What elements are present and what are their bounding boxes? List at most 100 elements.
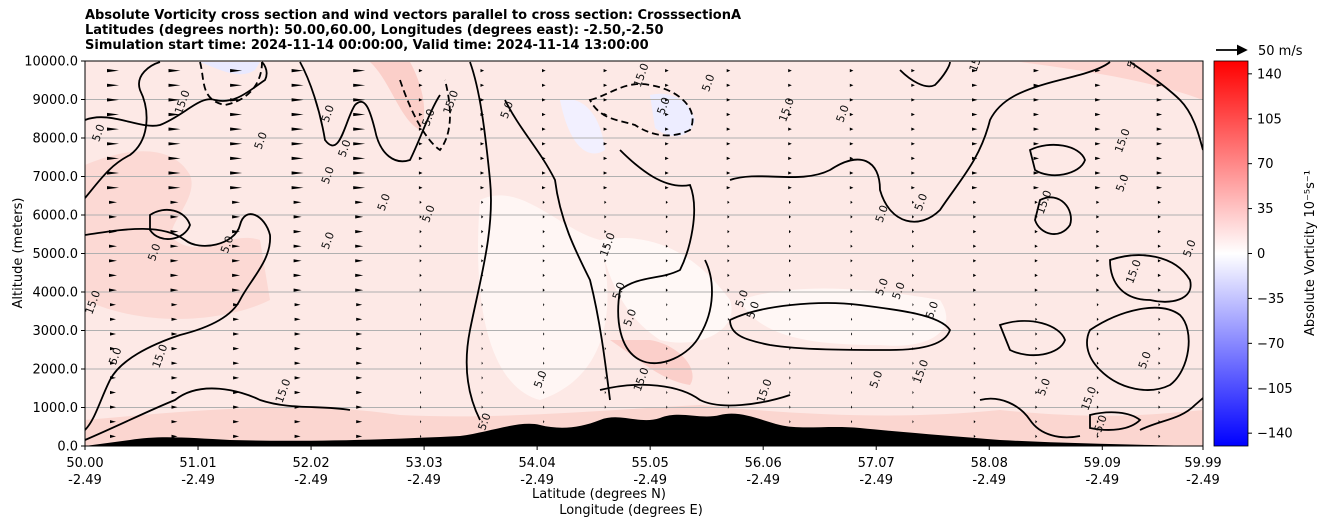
- wind-vector-icon: [419, 244, 422, 248]
- wind-vector-icon: [480, 83, 485, 87]
- wind-vector-icon: [110, 420, 116, 424]
- wind-vector-icon: [233, 376, 240, 380]
- wind-vector-icon: [604, 303, 606, 307]
- wind-vector-icon: [727, 347, 730, 351]
- y-tick-label: 0.0: [57, 440, 78, 455]
- wind-vector-icon: [353, 98, 366, 102]
- wind-vector-icon: [353, 112, 366, 117]
- wind-vector-icon: [726, 98, 731, 102]
- wind-vector-icon: [291, 186, 304, 190]
- wind-vector-icon: [543, 361, 545, 365]
- wind-vector-icon: [666, 332, 668, 336]
- contour-label: 5.0: [420, 203, 438, 224]
- wind-vector-icon: [1035, 347, 1038, 351]
- wind-vector-icon: [107, 69, 119, 73]
- wind-vector-icon: [973, 405, 976, 409]
- wind-vector-icon: [107, 142, 119, 146]
- vorticity-contours: [85, 61, 1203, 441]
- wind-vector-icon: [420, 405, 422, 409]
- contour-line: [1089, 411, 1142, 431]
- wind-vector-icon: [110, 361, 116, 365]
- wind-vector-icon: [356, 347, 363, 351]
- x-tick-label-longitude: -2.49: [1186, 473, 1220, 488]
- wind-vector-icon: [1033, 69, 1039, 73]
- wind-vector-icon: [481, 332, 483, 336]
- wind-vector-icon: [789, 376, 791, 380]
- contour-line: [1086, 306, 1190, 391]
- wind-vector-icon: [911, 69, 915, 73]
- wind-vector-icon: [420, 376, 422, 380]
- wind-vector-icon: [851, 347, 853, 351]
- wind-vector-icon: [107, 83, 119, 87]
- wind-vector-icon: [355, 259, 364, 263]
- wind-vector-icon: [789, 317, 791, 321]
- wind-vector-icon: [665, 200, 668, 204]
- wind-vector-icon: [665, 244, 668, 248]
- wind-vector-icon: [972, 83, 978, 87]
- wind-vector-icon: [604, 259, 607, 263]
- wind-vector-icon: [168, 142, 181, 146]
- contour-label: 5.0: [89, 122, 107, 143]
- wind-vector-icon: [1034, 244, 1038, 248]
- wind-vector-icon: [1096, 215, 1100, 219]
- wind-vector-icon: [788, 112, 792, 117]
- wind-vector-icon: [603, 156, 608, 160]
- contour-label: 5.0: [867, 369, 885, 390]
- wind-vector-icon: [665, 230, 668, 234]
- wind-vector-icon: [726, 186, 731, 190]
- contour-label: 5.0: [873, 203, 891, 224]
- wind-vector-icon: [727, 390, 730, 395]
- wind-vector-icon: [1157, 200, 1161, 204]
- wind-vector-icon: [665, 186, 669, 190]
- contour-line: [85, 61, 268, 127]
- wind-vector-icon: [109, 200, 117, 204]
- wind-vector-icon: [604, 361, 606, 365]
- wind-vector-icon: [912, 273, 915, 277]
- wind-vector-icon: [912, 244, 915, 248]
- wind-vector-icon: [973, 420, 976, 424]
- contour-label: 5.0: [1125, 49, 1143, 70]
- y-tick-label: 4000.0: [33, 286, 79, 301]
- colorbar-tick-label: 0: [1257, 247, 1265, 262]
- x-tick-label-latitude: 50.00: [66, 456, 103, 471]
- wind-vector-icon: [789, 420, 791, 424]
- contour-line: [85, 61, 161, 199]
- x-tick-label-longitude: -2.49: [972, 473, 1006, 488]
- wind-vector-icon: [1035, 361, 1038, 365]
- wind-vector-icon: [1156, 156, 1163, 160]
- wind-vector-icon: [789, 347, 791, 351]
- wind-vector-icon: [912, 303, 914, 307]
- terrain-region: [85, 413, 1203, 446]
- wind-vector-icon: [480, 186, 485, 190]
- wind-vector-icon: [1158, 376, 1161, 380]
- wind-vector-icon: [911, 83, 915, 87]
- wind-vector-icon: [912, 390, 914, 395]
- wind-vector-icon: [973, 288, 977, 292]
- wind-vector-icon: [604, 215, 607, 219]
- wind-vector-icon: [481, 434, 483, 438]
- wind-vector-icon: [727, 405, 730, 409]
- wind-vector-icon: [851, 405, 853, 409]
- wind-vector-icon: [789, 200, 791, 204]
- wind-vector-icon: [727, 230, 730, 234]
- wind-vector-icon: [353, 156, 366, 160]
- contour-label: 5.0: [319, 230, 337, 251]
- contour-label: 5.0: [1136, 350, 1154, 371]
- wind-vector-icon: [109, 244, 117, 248]
- wind-vector-icon: [171, 303, 178, 307]
- wind-vector-icon: [973, 244, 977, 248]
- colorbar-tick-label: −105: [1257, 382, 1293, 397]
- wind-vector-icon: [542, 171, 546, 175]
- wind-vector-icon: [418, 83, 423, 87]
- wind-vector-icon: [420, 434, 422, 438]
- wind-vector-icon: [665, 156, 669, 160]
- contour-line: [729, 302, 951, 351]
- wind-vector-icon: [233, 317, 240, 321]
- wind-vector-icon: [666, 303, 668, 307]
- wind-vector-icon: [294, 317, 301, 321]
- contour-label: 5.0: [873, 277, 891, 298]
- wind-vector-icon: [542, 156, 546, 160]
- wind-vector-icon: [603, 98, 608, 102]
- wind-vector-icon: [481, 288, 484, 292]
- wind-vector-icon: [542, 215, 545, 219]
